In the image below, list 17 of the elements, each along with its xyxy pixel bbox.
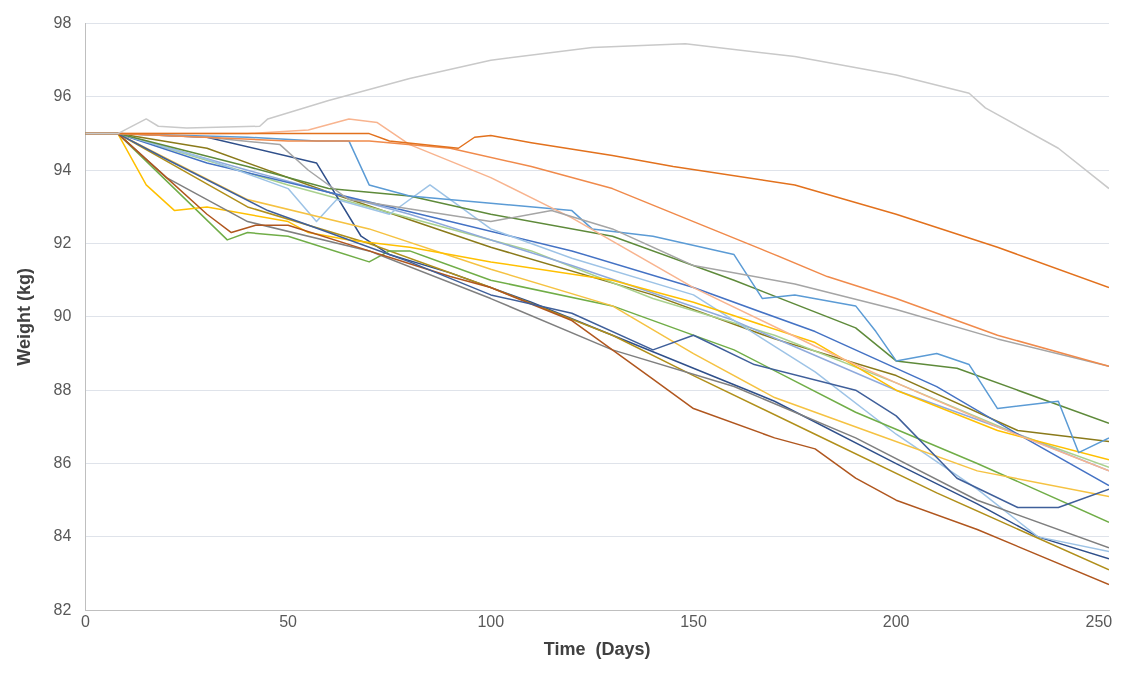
y-tick-label: 98 <box>53 14 72 32</box>
y-tick-label: 96 <box>53 87 72 105</box>
y-tick-label: 94 <box>53 160 72 178</box>
y-tick-label: 88 <box>53 380 72 398</box>
y-tick-label: 90 <box>53 307 72 325</box>
x-axis-title: Time (Days) <box>543 639 651 660</box>
x-tick-label: 250 <box>1085 613 1113 631</box>
y-tick-label: 84 <box>53 527 72 545</box>
x-tick-label: 100 <box>477 613 505 631</box>
y-tick-label: 86 <box>53 453 72 471</box>
x-tick-label: 200 <box>882 613 910 631</box>
y-axis-title: Weight (kg) <box>13 268 34 366</box>
x-tick-label: 50 <box>279 613 298 631</box>
x-tick-label: 150 <box>680 613 707 631</box>
y-tick-label: 82 <box>53 600 72 618</box>
y-tick-label: 92 <box>53 233 72 251</box>
x-tick-label: 0 <box>80 613 90 631</box>
